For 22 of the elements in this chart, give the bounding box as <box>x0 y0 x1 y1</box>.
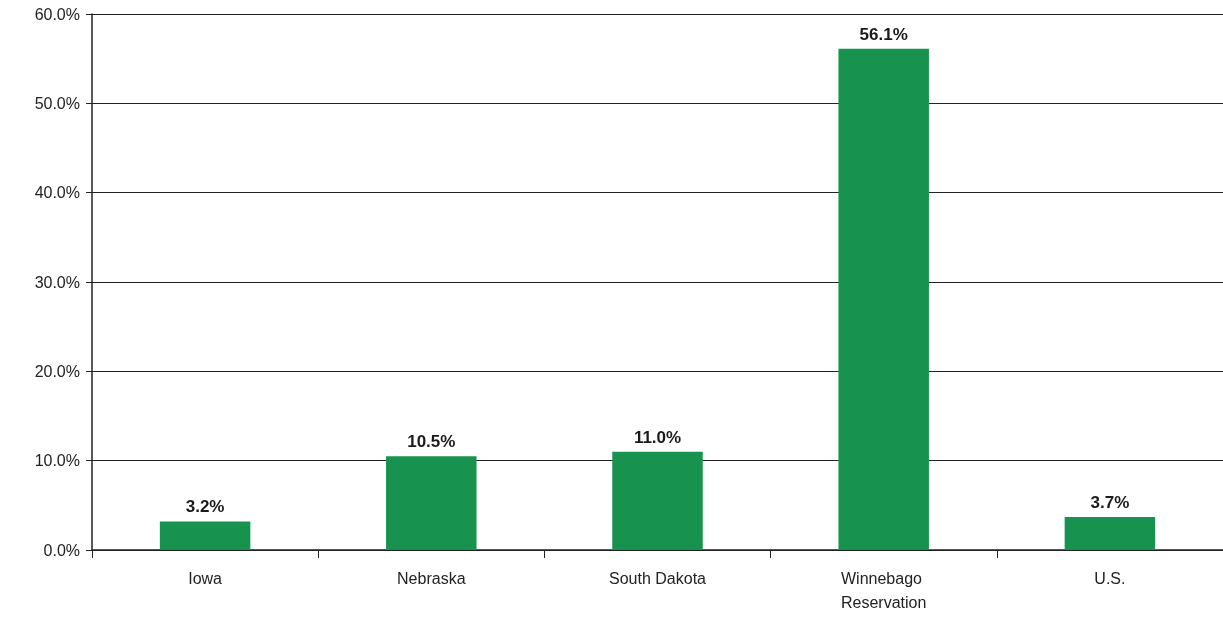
y-tick-label: 60.0% <box>34 5 80 23</box>
bar <box>1064 516 1156 550</box>
x-tick-label: South Dakota <box>609 569 707 587</box>
data-label: 56.1% <box>859 24 908 44</box>
y-tick-label: 0.0% <box>43 541 80 559</box>
bar <box>386 456 477 550</box>
x-tick-label: Winnebago Reservation <box>841 569 927 611</box>
x-tick-label: Iowa <box>188 569 223 587</box>
data-label: 10.5% <box>407 432 456 452</box>
data-label: 3.2% <box>185 497 225 517</box>
x-tick-label: Nebraska <box>397 569 466 587</box>
data-label: 11.0% <box>633 427 682 447</box>
bar <box>838 48 929 550</box>
x-tick-label: U.S. <box>1094 569 1126 587</box>
bar <box>612 451 703 550</box>
data-label: 3.7% <box>1090 492 1130 512</box>
y-tick-label: 30.0% <box>34 273 80 291</box>
y-tick-label: 40.0% <box>34 184 80 202</box>
y-tick-label: 50.0% <box>34 94 80 112</box>
bar <box>159 521 251 550</box>
y-tick-label: 20.0% <box>34 362 80 380</box>
y-tick-label: 10.0% <box>34 452 80 470</box>
